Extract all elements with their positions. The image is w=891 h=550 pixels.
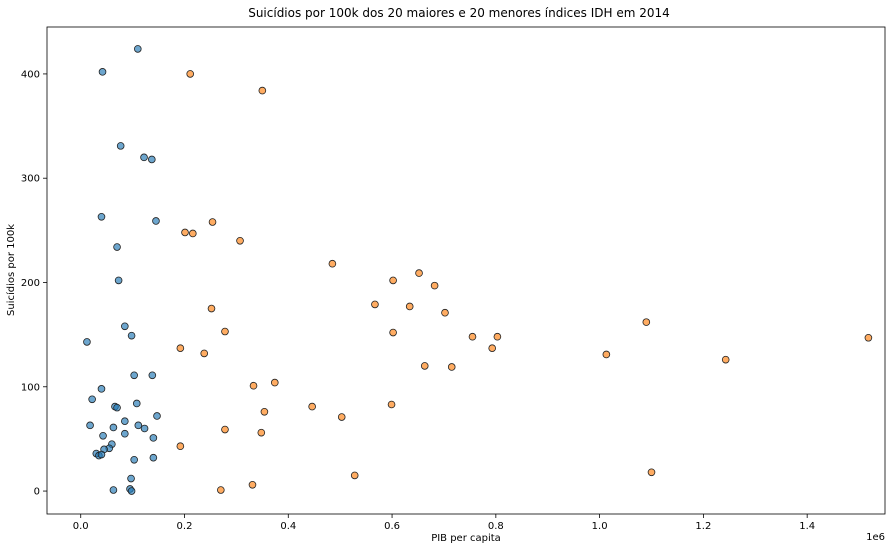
scatter-point-s0-39 — [128, 488, 135, 495]
scatter-point-s1-26 — [448, 364, 455, 371]
scatter-point-s1-15 — [222, 328, 229, 335]
scatter-point-s1-0 — [187, 71, 194, 78]
scatter-point-s0-6 — [153, 218, 160, 225]
scatter-point-s0-4 — [148, 156, 155, 163]
y-tick-label: 200 — [21, 278, 40, 289]
scatter-point-s1-36 — [648, 469, 655, 476]
scatter-point-s1-16 — [390, 329, 397, 336]
scatter-point-s0-16 — [133, 400, 140, 407]
scatter-point-s1-30 — [309, 403, 316, 410]
scatter-point-s1-20 — [177, 345, 184, 352]
scatter-point-s1-18 — [494, 333, 501, 340]
data-points — [84, 46, 872, 495]
scatter-point-s1-27 — [271, 379, 278, 386]
scatter-point-s0-33 — [98, 451, 105, 458]
scatter-point-s1-29 — [388, 401, 395, 408]
scatter-point-s0-3 — [141, 154, 148, 161]
scatter-point-s0-10 — [128, 332, 135, 339]
scatter-point-s1-13 — [442, 309, 449, 316]
scatter-point-s0-7 — [114, 244, 121, 251]
scatter-point-s1-10 — [372, 301, 379, 308]
scatter-point-s1-12 — [208, 305, 215, 312]
x-tick-label: 0.4 — [280, 521, 296, 532]
scatter-point-s0-14 — [98, 385, 105, 392]
scatter-point-s1-19 — [865, 334, 872, 341]
x-tick-label: 1.0 — [592, 521, 608, 532]
scatter-point-s0-37 — [110, 487, 117, 494]
scatter-point-s0-26 — [100, 432, 107, 439]
scatter-point-s0-9 — [121, 323, 128, 330]
scatter-point-s1-7 — [416, 270, 423, 277]
x-tick-label: 0.6 — [384, 521, 400, 532]
scatter-point-s0-11 — [84, 339, 91, 346]
scatter-point-s1-21 — [489, 345, 496, 352]
x-tick-label: 0.8 — [488, 521, 504, 532]
scatter-point-s0-18 — [114, 404, 121, 411]
scatter-point-s1-1 — [259, 87, 266, 94]
plot-area-frame — [47, 27, 885, 514]
x-tick-label: 0.2 — [177, 521, 193, 532]
scatter-point-s1-34 — [258, 429, 265, 436]
scatter-point-s0-12 — [131, 372, 138, 379]
scatter-point-s1-35 — [177, 443, 184, 450]
x-axis-ticks: 0.0 0.2 0.4 0.6 0.8 1.0 1.2 1.4 — [73, 514, 815, 532]
scatter-point-s0-1 — [99, 68, 106, 75]
scatter-point-s1-38 — [249, 481, 256, 488]
scatter-point-s1-6 — [329, 260, 336, 267]
scatter-point-s1-22 — [201, 350, 208, 357]
y-axis-label: Suicídios por 100k — [5, 224, 17, 316]
scatter-point-s1-3 — [182, 229, 189, 236]
scatter-point-s1-32 — [338, 414, 345, 421]
y-tick-label: 0 — [34, 487, 40, 498]
scatter-point-s1-24 — [722, 356, 729, 363]
scatter-point-s0-34 — [150, 454, 157, 461]
scatter-point-s1-8 — [390, 277, 397, 284]
scatter-point-s0-0 — [134, 46, 141, 53]
scatter-point-s1-25 — [421, 363, 428, 370]
scatter-point-s0-2 — [117, 142, 124, 149]
scatter-point-s1-37 — [351, 472, 358, 479]
scatter-point-s0-13 — [149, 372, 156, 379]
y-tick-label: 100 — [21, 382, 40, 393]
scatter-point-s0-5 — [98, 213, 105, 220]
scatter-point-s1-14 — [643, 319, 650, 326]
x-axis-offset-label: 1e6 — [866, 532, 885, 543]
scatter-point-s0-24 — [141, 425, 148, 432]
scatter-point-s1-9 — [431, 282, 438, 289]
scatter-point-s0-35 — [131, 456, 138, 463]
scatter-point-s1-4 — [189, 230, 196, 237]
scatter-point-s0-19 — [154, 413, 161, 420]
x-tick-label: 1.4 — [799, 521, 815, 532]
scatter-point-s1-28 — [250, 382, 257, 389]
scatter-point-s0-22 — [135, 422, 142, 429]
scatter-point-s0-25 — [121, 430, 128, 437]
chart-title: Suicídios por 100k dos 20 maiores e 20 m… — [248, 6, 670, 20]
y-tick-label: 400 — [21, 69, 40, 80]
y-tick-label: 300 — [21, 174, 40, 185]
scatter-point-s0-36 — [128, 475, 135, 482]
scatter-point-s1-23 — [603, 351, 610, 358]
scatter-point-s1-31 — [261, 408, 268, 415]
scatter-point-s1-5 — [237, 237, 244, 244]
scatter-point-s1-2 — [209, 219, 216, 226]
y-axis-ticks: 0 100 200 300 400 — [21, 69, 47, 497]
scatter-point-s1-33 — [222, 426, 229, 433]
scatter-point-s1-39 — [217, 487, 224, 494]
scatter-point-s0-21 — [87, 422, 94, 429]
scatter-point-s0-23 — [110, 424, 117, 431]
scatter-point-s0-20 — [121, 418, 128, 425]
x-axis-label: PIB per capita — [431, 533, 501, 544]
scatter-point-s1-11 — [406, 303, 413, 310]
scatter-point-s0-15 — [89, 396, 96, 403]
scatter-point-s0-8 — [115, 277, 122, 284]
scatter-point-s0-27 — [150, 434, 157, 441]
scatter-point-s1-17 — [469, 333, 476, 340]
x-tick-label: 0.0 — [73, 521, 89, 532]
x-tick-label: 1.2 — [695, 521, 711, 532]
